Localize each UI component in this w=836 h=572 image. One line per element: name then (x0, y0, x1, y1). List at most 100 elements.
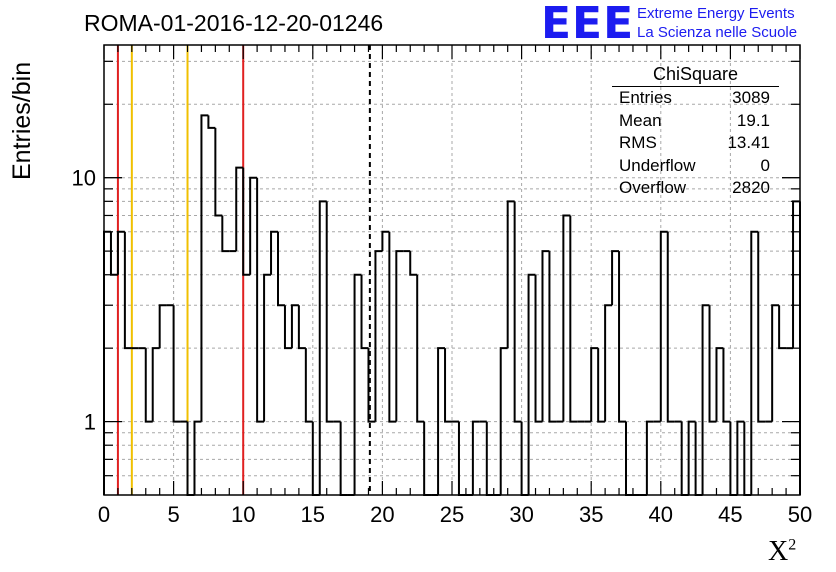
histogram-bin (297, 305, 306, 350)
x-tick-label: 15 (301, 502, 325, 527)
histogram-bin (103, 230, 111, 495)
y-axis-label: Entries/bin (8, 61, 36, 180)
histogram-bin (527, 273, 536, 495)
x-tick-label: 0 (98, 502, 110, 527)
histogram-bin (263, 273, 272, 422)
histogram-bin (381, 230, 390, 252)
histogram-bin (569, 215, 578, 423)
histogram-bin (193, 420, 202, 495)
stats-row-underflow: Underflow 0 (612, 156, 779, 179)
histogram-bin (151, 347, 160, 422)
stats-label: Overflow (619, 178, 687, 197)
histogram-bin (541, 250, 550, 422)
x-tick-label: 40 (649, 502, 673, 527)
histogram-bin (499, 347, 508, 495)
stats-row-entries: Entries 3089 (612, 88, 779, 111)
histogram-bin (757, 231, 766, 423)
logo-mark: EEE (541, 0, 635, 49)
histogram-bin (235, 166, 244, 252)
histogram-bin (283, 305, 292, 350)
stats-value: 13.41 (727, 133, 770, 152)
histogram-bin (144, 348, 153, 423)
histogram-bin (116, 230, 125, 275)
x-tick-label: 35 (579, 502, 603, 527)
histogram-bin (562, 214, 571, 422)
stats-label: Underflow (619, 155, 696, 175)
stats-label: Entries (619, 88, 672, 107)
stats-value: 2820 (732, 178, 770, 197)
x-axis-label-base: X (768, 536, 789, 567)
histogram-bin (687, 420, 696, 495)
stats-divider (612, 86, 779, 87)
stats-row-rms: RMS 13.41 (612, 133, 779, 156)
histogram-bin (666, 231, 675, 423)
grid-layer (104, 45, 800, 495)
stats-label: RMS (619, 133, 657, 152)
histogram-bin (270, 230, 278, 275)
histogram-bin (548, 251, 557, 423)
histogram-bin (471, 420, 480, 495)
histogram-bin (736, 420, 745, 495)
histogram-bin (534, 274, 543, 423)
eee-logo: EEE Extreme Energy Events La Scienza nel… (541, 0, 831, 49)
x-axis-label: X2 (768, 536, 796, 568)
logo-line-1: Extreme Energy Events (637, 5, 795, 22)
run-title: ROMA-01-2016-12-20-01246 (84, 10, 384, 36)
stats-row-overflow: Overflow 2820 (612, 178, 779, 201)
x-axis-label-superscript: 2 (788, 536, 797, 554)
x-tick-label: 10 (231, 502, 255, 527)
histogram-bin (513, 201, 522, 423)
histogram-bin (158, 304, 167, 349)
histogram-bin (318, 200, 327, 495)
histogram-bin (590, 347, 599, 422)
histogram-bin (123, 231, 132, 350)
stats-value: 0 (760, 155, 770, 175)
histogram-bin (618, 251, 626, 423)
stats-value: 19.1 (736, 110, 770, 130)
histogram-bin (722, 348, 731, 423)
histogram-bin (645, 420, 654, 495)
histogram-bin (778, 305, 787, 350)
histogram-bin (437, 347, 446, 495)
stats-label: Mean (619, 110, 662, 130)
histogram-bin (242, 167, 251, 276)
y-tick-label: 10 (72, 166, 96, 191)
stats-row-mean: Mean 19.1 (612, 111, 779, 134)
histogram-bin (416, 274, 425, 423)
histogram-bin (395, 250, 404, 422)
histogram-bin (277, 231, 285, 307)
histogram-bin (207, 115, 216, 129)
histogram-bin (290, 304, 299, 349)
histogram-bin (353, 273, 362, 495)
x-tick-label: 5 (167, 502, 179, 527)
histogram-bin (360, 274, 369, 350)
stats-box: ChiSquare Entries 3089 Mean 19.1 RMS 13.… (612, 64, 779, 201)
histogram-bin (506, 200, 515, 349)
histogram-bin (388, 231, 397, 423)
histogram-bin (200, 114, 209, 422)
logo-line-2: La Scienza nelle Scuole (637, 24, 798, 41)
histogram-bin (771, 304, 780, 422)
y-tick-label: 1 (84, 410, 96, 435)
histogram-bin (172, 305, 181, 423)
histogram-bin (444, 348, 452, 423)
stats-value: 3089 (732, 88, 770, 107)
histogram-bin (367, 348, 376, 423)
histogram-bin (325, 201, 334, 423)
histogram-bin (249, 176, 258, 275)
histogram-bin (701, 304, 710, 495)
histogram-bin (374, 250, 383, 422)
axes: 0 5 10 15 20 25 30 35 40 45 50 1 10 (72, 44, 812, 527)
stats-title: ChiSquare (652, 64, 739, 84)
histogram-bin (708, 305, 717, 423)
histogram-bin (214, 127, 223, 217)
histogram-bin (604, 304, 613, 422)
histogram-bin (715, 347, 724, 422)
x-tick-label: 30 (509, 502, 533, 527)
histogram-bin (109, 231, 118, 276)
x-tick-label: 45 (718, 502, 742, 527)
histogram-bin (304, 348, 313, 423)
x-tick-label: 50 (788, 502, 812, 527)
histogram-bin (750, 230, 759, 495)
